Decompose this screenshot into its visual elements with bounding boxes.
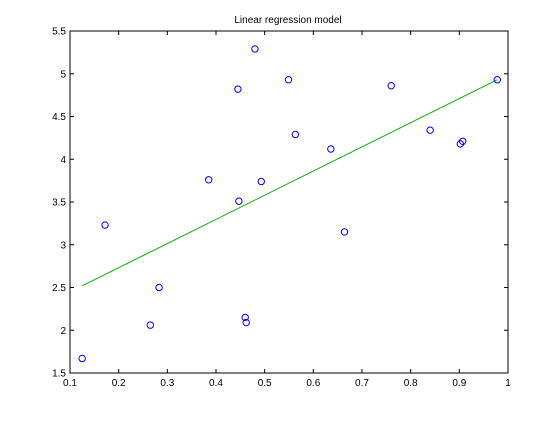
y-tick-label: 4 xyxy=(60,155,66,166)
data-point xyxy=(234,85,242,93)
data-point xyxy=(340,228,349,236)
data-point xyxy=(426,126,434,134)
y-tick-label: 2 xyxy=(60,326,66,337)
data-point xyxy=(387,82,395,90)
x-tick-label: 0.3 xyxy=(160,378,174,389)
data-point xyxy=(235,197,243,205)
y-tick-label: 5.5 xyxy=(52,27,66,38)
data-point xyxy=(205,176,213,184)
x-tick-label: 0.9 xyxy=(452,378,466,389)
y-tick-label: 3 xyxy=(60,240,66,251)
data-point xyxy=(242,318,250,327)
y-tick-label: 4.5 xyxy=(52,112,66,123)
data-point xyxy=(101,221,109,229)
y-tick-label: 1.5 xyxy=(52,369,66,380)
x-tick-label: 0.6 xyxy=(306,378,320,389)
y-tick-label: 3.5 xyxy=(52,198,66,209)
plot-area xyxy=(69,30,509,374)
x-tick-label: 0.1 xyxy=(63,378,77,389)
x-tick-label: 1 xyxy=(505,378,511,389)
data-point xyxy=(493,76,501,84)
data-point xyxy=(146,321,155,329)
data-point xyxy=(459,137,467,145)
x-tick-label: 0.7 xyxy=(355,378,369,389)
y-axis: 1.5 2 2.5 3 3.5 4 4.5 5 5.5 xyxy=(52,27,508,380)
regression-line xyxy=(81,79,498,287)
data-point xyxy=(456,140,465,148)
data-point xyxy=(251,45,259,53)
x-tick-label: 0.2 xyxy=(112,378,126,389)
x-tick-label: 0.4 xyxy=(209,378,223,389)
x-tick-label: 0.8 xyxy=(404,378,418,389)
series-layer xyxy=(78,45,501,363)
y-tick-label: 5 xyxy=(60,69,66,80)
data-point xyxy=(241,313,249,322)
data-point xyxy=(327,145,335,153)
data-point xyxy=(284,76,293,84)
data-point xyxy=(291,130,300,139)
x-axis: 0.1 0.2 0.3 0.4 0.5 0.6 0.7 0.8 0.9 1 xyxy=(63,31,511,389)
chart-title: Linear regression model xyxy=(234,15,341,26)
data-point xyxy=(78,354,86,363)
x-tick-label: 0.5 xyxy=(258,378,272,389)
y-tick-label: 2.5 xyxy=(52,283,66,294)
data-point xyxy=(257,177,265,186)
data-point xyxy=(155,283,163,292)
